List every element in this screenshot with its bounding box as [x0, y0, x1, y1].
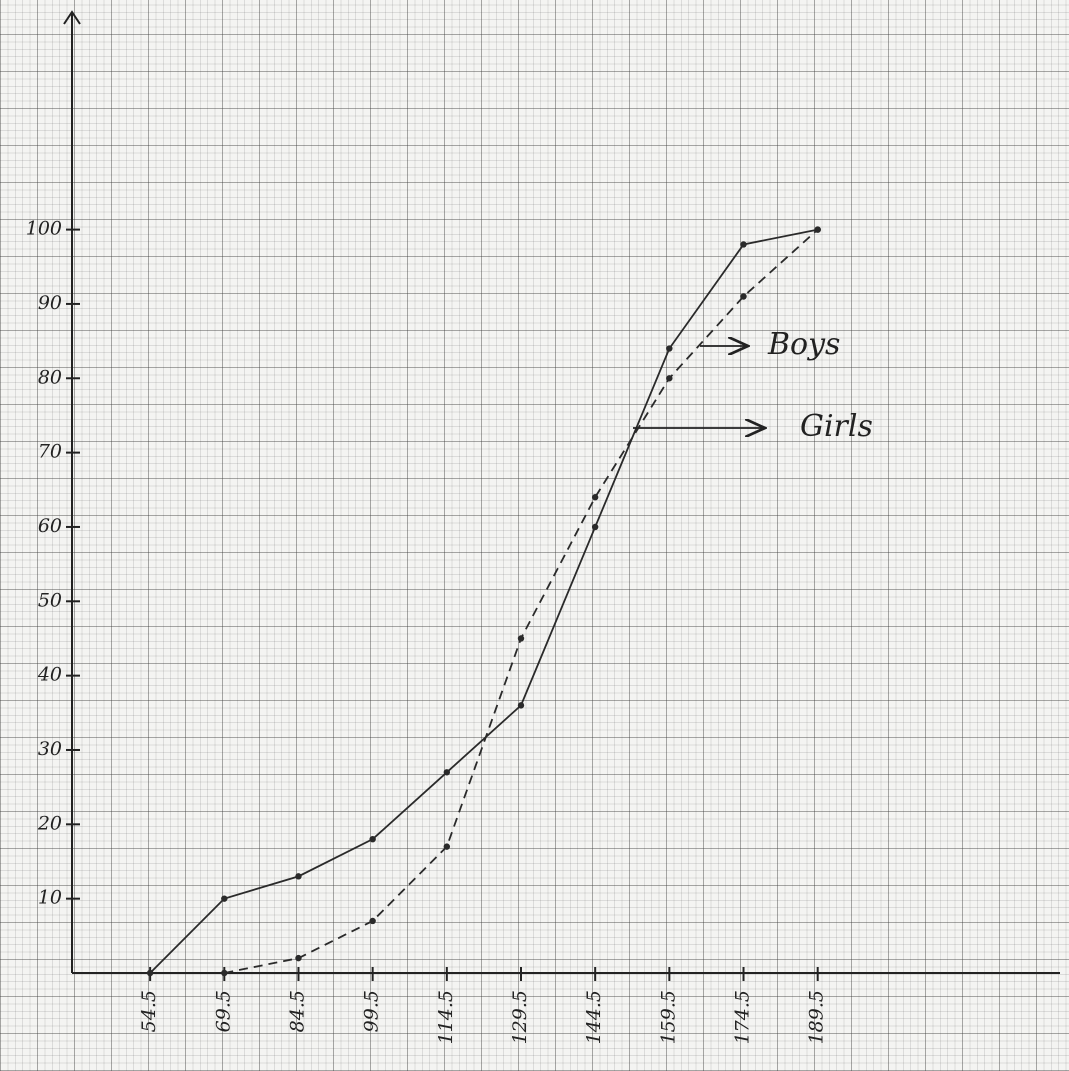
- series-line: [150, 230, 818, 973]
- legend-label: Girls: [800, 409, 873, 444]
- y-tick-label: 40: [37, 664, 62, 686]
- x-tick-label: 84.5: [286, 990, 308, 1032]
- y-tick-label: 10: [38, 887, 62, 909]
- y-tick-label: 90: [38, 292, 62, 314]
- y-tick-label: 20: [37, 812, 62, 834]
- x-tick-label: 159.5: [657, 990, 679, 1044]
- y-tick-label: 100: [26, 218, 62, 240]
- x-tick-label: 144.5: [583, 990, 605, 1044]
- y-tick-label: 70: [38, 441, 62, 463]
- series-line: [224, 230, 817, 973]
- y-tick-label: 30: [38, 738, 62, 760]
- data-point: [295, 955, 301, 961]
- x-tick-label: 54.5: [138, 990, 160, 1032]
- x-tick-label: 189.5: [806, 990, 828, 1044]
- x-tick-label: 69.5: [212, 990, 234, 1032]
- page: 10 20 30 40 50 60 70 80 90 100 54.5 69.5 84.5 99.5 114…: [0, 0, 1069, 1071]
- data-point: [666, 345, 672, 351]
- data-point: [666, 375, 672, 381]
- chart: 10 20 30 40 50 60 70 80 90 100 54.5 69.5 84.5 99.5 114…: [0, 0, 1069, 1071]
- legend-label: Boys: [767, 327, 840, 362]
- data-point: [221, 895, 227, 901]
- data-point: [369, 836, 375, 842]
- data-point: [221, 970, 227, 976]
- data-point: [295, 873, 301, 879]
- data-point: [592, 494, 598, 500]
- x-tick-label: 114.5: [435, 990, 457, 1044]
- data-point: [518, 702, 524, 708]
- data-point: [592, 524, 598, 530]
- data-point: [147, 970, 153, 976]
- data-point: [369, 918, 375, 924]
- y-tick-label: 50: [38, 589, 62, 611]
- x-tick-label: 174.5: [732, 990, 754, 1044]
- x-tick-label: 129.5: [509, 990, 531, 1044]
- data-point: [444, 843, 450, 849]
- data-point: [518, 635, 524, 641]
- y-tick-label: 80: [38, 366, 62, 388]
- x-tick-label: 99.5: [361, 990, 383, 1032]
- data-point: [444, 769, 450, 775]
- y-tick-label: 60: [38, 515, 62, 537]
- data-point: [740, 241, 746, 247]
- data-point: [740, 293, 746, 299]
- data-point: [814, 226, 820, 232]
